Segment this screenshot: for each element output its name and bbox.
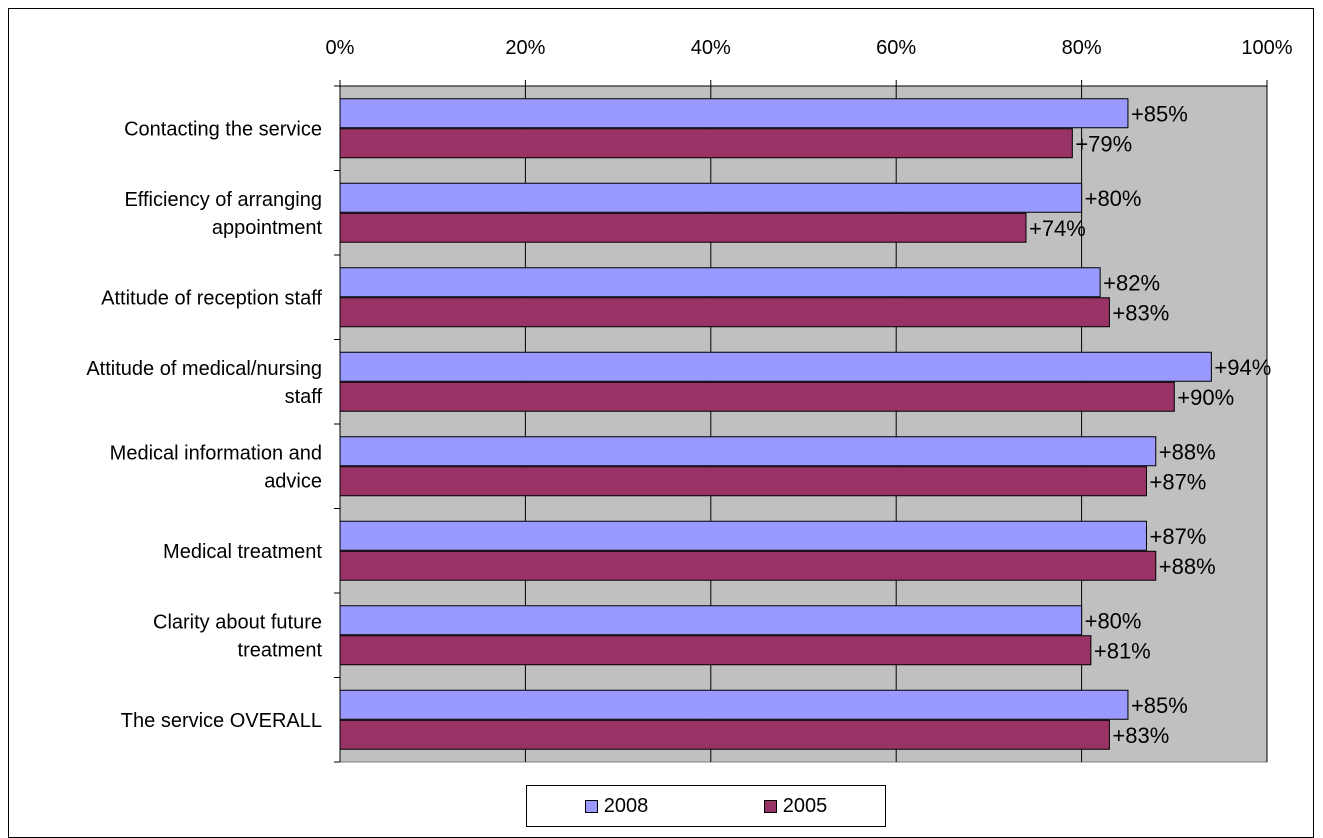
data-label-2008: +87% (1149, 524, 1206, 549)
bar-2005 (339, 297, 1110, 328)
data-label-2005: +83% (1112, 723, 1169, 748)
category-label: The service OVERALL (121, 710, 322, 732)
legend-label-2005: 2005 (782, 794, 828, 817)
category-label: appointment (212, 217, 323, 239)
bar-2005 (339, 550, 1157, 581)
bar-2008 (339, 689, 1129, 720)
bar-2008 (339, 520, 1147, 551)
data-label-2008: +80% (1085, 186, 1142, 211)
legend-item-2005: 2005 (763, 794, 828, 818)
category-label: Efficiency of arranging (124, 189, 322, 211)
data-label-2008: +85% (1131, 693, 1188, 718)
x-tick-label: 0% (326, 37, 355, 59)
data-label-2008: +80% (1085, 608, 1142, 633)
data-label-2008: +85% (1131, 101, 1188, 126)
category-label: Contacting the service (124, 118, 322, 140)
x-tick-label: 80% (1062, 37, 1102, 59)
category-label: staff (285, 386, 323, 408)
x-tick-label: 100% (1241, 37, 1292, 59)
data-label-2008: +82% (1103, 270, 1160, 295)
bar-2008 (339, 182, 1083, 213)
legend-item-2008: 2008 (584, 794, 649, 818)
x-tick-label: 20% (505, 37, 545, 59)
data-label-2005: +83% (1112, 300, 1169, 325)
data-label-2005: +87% (1149, 469, 1206, 494)
category-label: advice (264, 470, 322, 492)
bar-2008 (339, 436, 1157, 467)
data-label-2008: +94% (1214, 355, 1271, 380)
category-label: Attitude of medical/nursing (86, 358, 322, 380)
bar-2005 (339, 381, 1175, 412)
bar-2008 (339, 351, 1212, 382)
data-label-2005: +74% (1029, 216, 1086, 241)
legend: 2008 2005 (526, 785, 886, 827)
legend-swatch-2008 (584, 799, 598, 813)
bar-2008 (339, 267, 1101, 298)
category-label: Medical information and (110, 442, 322, 464)
legend-swatch-2005 (763, 799, 777, 813)
bar-2005 (339, 212, 1027, 243)
category-label: Attitude of reception staff (101, 287, 322, 309)
bar-2008 (339, 605, 1083, 636)
data-label-2005: +79% (1075, 131, 1132, 156)
bar-2005 (339, 635, 1092, 666)
x-tick-label: 60% (876, 37, 916, 59)
bar-2008 (339, 98, 1129, 129)
x-tick-label: 40% (691, 37, 731, 59)
data-label-2008: +88% (1159, 439, 1216, 464)
bar-2005 (339, 466, 1147, 497)
category-label: treatment (238, 639, 323, 661)
bar-2005 (339, 128, 1073, 159)
bar-2005 (339, 719, 1110, 750)
data-label-2005: +81% (1094, 638, 1151, 663)
data-label-2005: +88% (1159, 554, 1216, 579)
category-label: Clarity about future (153, 611, 322, 633)
data-label-2005: +90% (1177, 385, 1234, 410)
legend-label-2008: 2008 (603, 794, 649, 817)
category-label: Medical treatment (163, 541, 322, 563)
